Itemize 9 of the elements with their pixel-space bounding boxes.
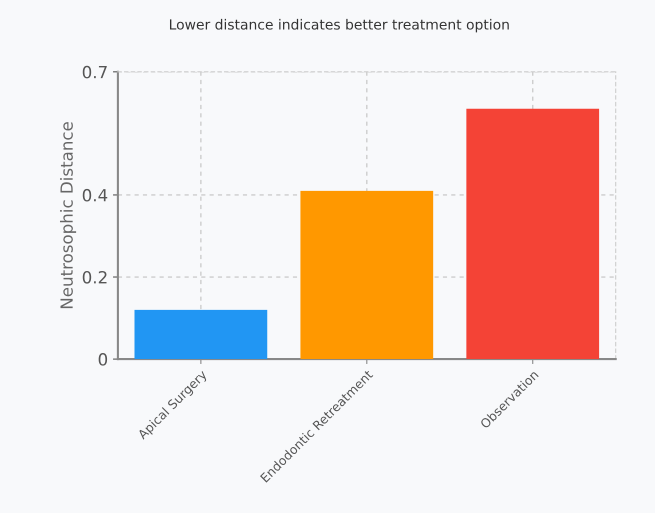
y-axis-title: Neutrosophic Distance (60, 122, 76, 308)
y-tick-label: 0.2 (82, 270, 107, 284)
bar (300, 190, 434, 360)
y-tick-label: 0 (98, 353, 108, 366)
bar (466, 108, 600, 360)
bar (134, 310, 268, 360)
chart-title: Lower distance indicates better treatment option (170, 18, 509, 32)
y-tick-label: 0.4 (82, 188, 108, 202)
y-tick-label: 0.7 (82, 66, 107, 78)
